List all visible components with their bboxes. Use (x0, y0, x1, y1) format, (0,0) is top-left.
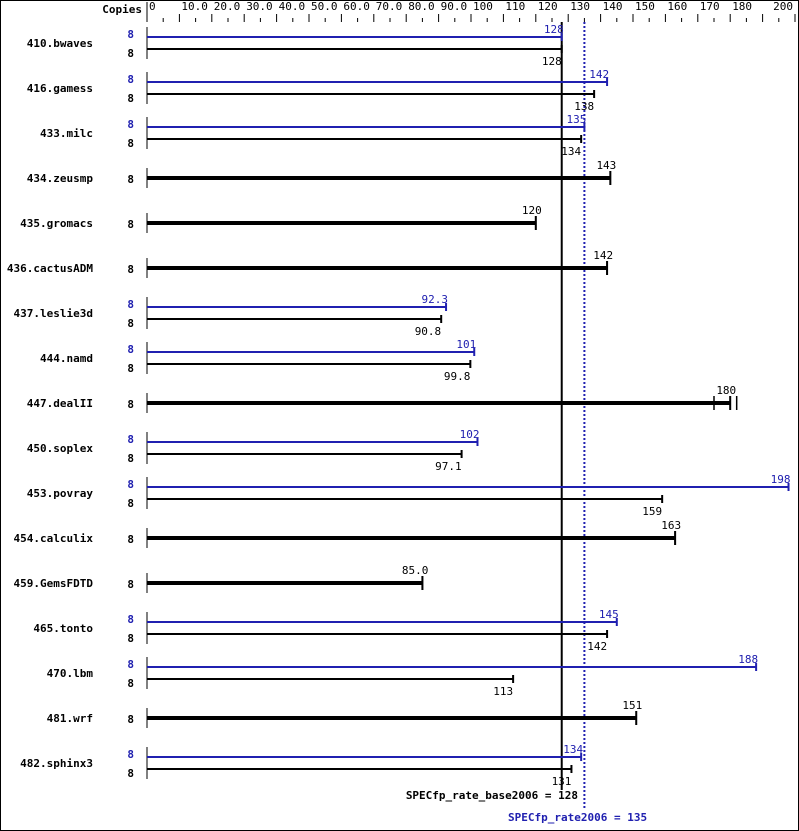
base-value-label: 85.0 (402, 564, 429, 577)
peak-value-label: 188 (738, 653, 758, 666)
base-value-label: 128 (542, 55, 562, 68)
copies-base: 8 (127, 497, 134, 510)
copies-peak: 8 (127, 28, 134, 41)
copies-peak: 8 (127, 73, 134, 86)
base-summary-label: SPECfp_rate_base2006 = 128 (406, 789, 578, 802)
copies-peak: 8 (127, 343, 134, 356)
benchmark-label: 454.calculix (14, 532, 94, 545)
peak-summary-label: SPECfp_rate2006 = 135 (508, 811, 647, 824)
peak-value-label: 198 (771, 473, 791, 486)
base-value-label: 120 (522, 204, 542, 217)
benchmark-label: 481.wrf (47, 712, 93, 725)
peak-value-label: 101 (456, 338, 476, 351)
peak-value-label: 142 (589, 68, 609, 81)
base-value-label: 90.8 (415, 325, 442, 338)
benchmark-label: 416.gamess (27, 82, 93, 95)
benchmark-label: 450.soplex (27, 442, 94, 455)
axis-tick-label: 40.0 (279, 0, 306, 13)
axis-tick-label: 140 (603, 0, 623, 13)
axis-tick-label: 170 (700, 0, 720, 13)
copies-peak: 8 (127, 433, 134, 446)
copies-base: 8 (127, 92, 134, 105)
benchmark-label: 410.bwaves (27, 37, 93, 50)
benchmark-label: 435.gromacs (20, 217, 93, 230)
axis-tick-label: 110 (505, 0, 525, 13)
axis-title: Copies (102, 3, 142, 16)
base-value-label: 143 (596, 159, 616, 172)
copies-base: 8 (127, 713, 134, 726)
copies-base: 8 (127, 578, 134, 591)
benchmark-label: 437.leslie3d (14, 307, 93, 320)
copies-base: 8 (127, 452, 134, 465)
axis-tick-label: 60.0 (343, 0, 370, 13)
benchmark-label: 453.povray (27, 487, 94, 500)
copies-base: 8 (127, 767, 134, 780)
copies-base: 8 (127, 677, 134, 690)
peak-value-label: 128 (544, 23, 564, 36)
axis-tick-label: 80.0 (408, 0, 435, 13)
axis-tick-label: 90.0 (441, 0, 468, 13)
axis-tick-label: 20.0 (214, 0, 241, 13)
copies-base: 8 (127, 173, 134, 186)
copies-peak: 8 (127, 613, 134, 626)
benchmark-label: 436.cactusADM (7, 262, 93, 275)
axis-tick-label: 70.0 (376, 0, 403, 13)
benchmark-label: 447.dealII (27, 397, 93, 410)
base-value-label: 163 (661, 519, 681, 532)
copies-peak: 8 (127, 478, 134, 491)
copies-base: 8 (127, 263, 134, 276)
peak-value-label: 102 (460, 428, 480, 441)
axis-tick-label: 130 (570, 0, 590, 13)
base-value-label: 180 (716, 384, 736, 397)
base-value-label: 151 (622, 699, 642, 712)
axis-tick-label: 10.0 (181, 0, 208, 13)
peak-value-label: 145 (599, 608, 619, 621)
copies-base: 8 (127, 218, 134, 231)
copies-peak: 8 (127, 118, 134, 131)
base-value-label: 138 (574, 100, 594, 113)
benchmark-label: 470.lbm (47, 667, 94, 680)
base-value-label: 97.1 (435, 460, 462, 473)
benchmark-label: 433.milc (40, 127, 93, 140)
base-value-label: 131 (552, 775, 572, 788)
axis-tick-label: 160 (667, 0, 687, 13)
copies-peak: 8 (127, 298, 134, 311)
benchmark-label: 444.namd (40, 352, 93, 365)
copies-base: 8 (127, 47, 134, 60)
peak-value-label: 134 (563, 743, 583, 756)
benchmark-label: 482.sphinx3 (20, 757, 93, 770)
peak-value-label: 92.3 (422, 293, 449, 306)
axis-tick-label: 30.0 (246, 0, 273, 13)
base-value-label: 142 (587, 640, 607, 653)
benchmark-label: 459.GemsFDTD (14, 577, 94, 590)
copies-base: 8 (127, 632, 134, 645)
peak-value-label: 135 (567, 113, 587, 126)
copies-base: 8 (127, 317, 134, 330)
copies-base: 8 (127, 533, 134, 546)
axis-tick-label: 150 (635, 0, 655, 13)
base-value-label: 99.8 (444, 370, 471, 383)
base-value-label: 134 (561, 145, 581, 158)
benchmark-label: 465.tonto (33, 622, 93, 635)
base-value-label: 113 (493, 685, 513, 698)
benchmark-label: 434.zeusmp (27, 172, 94, 185)
copies-peak: 8 (127, 658, 134, 671)
copies-base: 8 (127, 137, 134, 150)
copies-base: 8 (127, 398, 134, 411)
base-value-label: 142 (593, 249, 613, 262)
axis-tick-label: 0 (149, 0, 156, 13)
copies-peak: 8 (127, 748, 134, 761)
axis-tick-label: 200 (773, 0, 793, 13)
axis-tick-label: 100 (473, 0, 493, 13)
base-value-label: 159 (642, 505, 662, 518)
axis-tick-label: 50.0 (311, 0, 338, 13)
axis-tick-label: 120 (538, 0, 558, 13)
copies-base: 8 (127, 362, 134, 375)
axis-tick-label: 180 (732, 0, 752, 13)
